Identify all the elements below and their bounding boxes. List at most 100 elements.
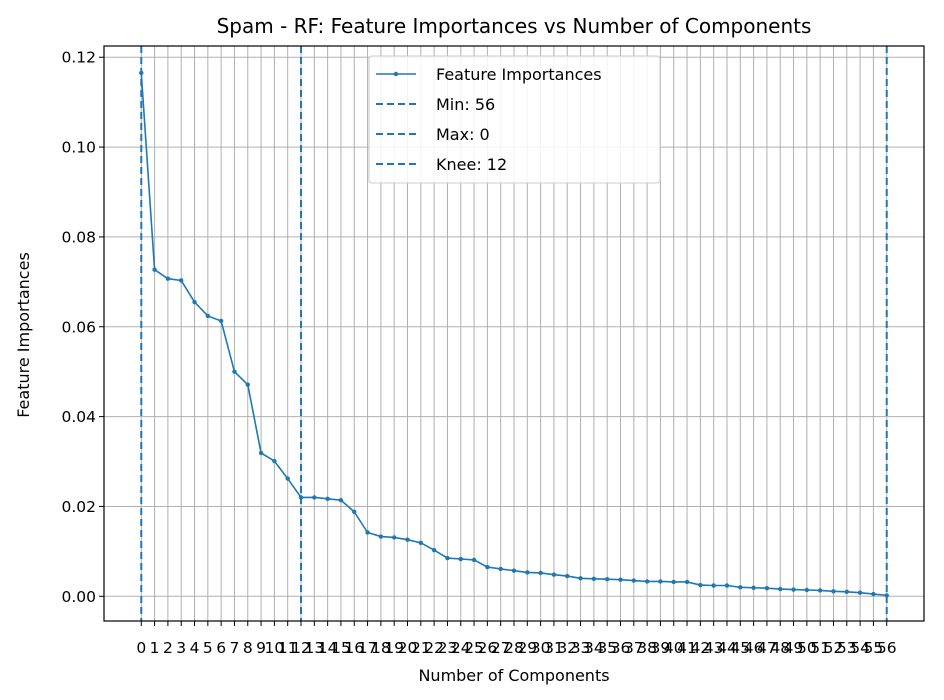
x-tick-label: 42 [690,639,710,657]
x-tick-label: 43 [704,639,724,657]
x-tick-label: 53 [837,639,857,657]
x-tick-label: 29 [517,639,537,657]
data-point [778,586,783,592]
data-point [764,586,770,591]
data-point [458,556,463,562]
data-point [525,570,530,575]
data-point [817,588,823,593]
x-tick-label: 7 [230,639,240,657]
data-point [298,495,304,500]
data-point [671,579,676,585]
x-tick-label: 25 [464,639,484,657]
x-tick-label: 48 [770,639,790,657]
data-point [285,476,290,481]
data-point [551,572,557,577]
data-point [884,593,889,598]
x-tick-label: 39 [651,639,671,657]
legend-entry-label: Min: 56 [436,95,495,114]
data-point [751,585,756,590]
data-point [205,313,211,319]
x-tick-label: 21 [411,639,431,657]
data-point [258,450,264,456]
reference-lines [140,46,888,621]
data-point [325,496,330,502]
x-tick-label: 14 [318,639,338,657]
data-point [804,587,810,593]
legend: Feature Importances Min: 56 Max: 0 Knee: 12 [368,55,661,184]
grid [104,46,924,621]
x-tick-label: 31 [544,639,564,657]
x-tick-label: 18 [371,639,391,657]
x-tick-label: 11 [278,639,298,657]
data-point [352,509,357,515]
chart-title: Spam - RF: Feature Importances vs Number… [217,14,812,38]
data-point [498,566,503,572]
x-tick-label: 10 [265,639,285,657]
legend-box [368,55,661,184]
data-point [165,276,171,281]
y-axis: 0.00 0.02 0.04 0.06 0.08 0.10 0.12 [61,49,104,606]
x-tick-label: 54 [850,639,870,657]
x-tick-label: 32 [557,639,577,657]
data-point [511,568,517,573]
data-point [871,591,876,597]
data-point [631,578,637,583]
data-point [831,589,836,594]
data-point [232,369,237,374]
x-tick-label: 33 [571,639,591,657]
x-tick-label: 9 [256,639,266,657]
x-tick-label: 40 [664,639,684,657]
x-tick-label: 51 [810,639,830,657]
x-tick-label: 15 [331,639,351,657]
data-point [698,582,703,588]
data-point [272,458,277,464]
legend-entry-label: Max: 0 [436,125,490,144]
x-tick-label: 8 [243,639,253,657]
y-tick-label: 0.00 [61,588,96,606]
x-tick-label: 4 [190,639,200,657]
x-tick-label: 52 [824,639,844,657]
data-point [152,267,157,272]
data-point [445,555,450,561]
x-tick-label: 19 [384,639,404,657]
series-layer [139,70,889,598]
data-point [857,590,863,595]
x-tick-label: 24 [451,639,471,657]
y-tick-label: 0.12 [61,49,96,67]
x-tick-label: 34 [584,639,604,657]
x-tick-label: 41 [677,639,697,657]
x-tick-label: 23 [438,639,458,657]
x-tick-label: 27 [491,639,511,657]
data-point [312,495,317,500]
data-point [658,579,663,584]
data-point [711,583,716,588]
x-tick-label: 17 [358,639,378,657]
y-tick-label: 0.06 [61,318,96,336]
data-point [139,70,144,76]
x-tick-label: 38 [637,639,657,657]
data-point [218,318,224,324]
x-tick-label: 5 [203,639,213,657]
data-point [485,564,490,570]
legend-marker [393,71,399,77]
data-point [338,497,344,503]
x-tick-label: 35 [597,639,617,657]
data-point [791,587,796,592]
x-tick-label: 30 [531,639,551,657]
data-point [245,382,250,387]
x-tick-label: 1 [150,639,160,657]
x-tick-label: 12 [291,639,311,657]
x-tick-label: 47 [757,639,777,657]
x-tick-label: 45 [730,639,750,657]
x-tick-label: 20 [398,639,418,657]
x-tick-label: 37 [624,639,644,657]
x-tick-label: 55 [864,639,884,657]
data-point [844,589,849,595]
x-tick-label: 36 [611,639,631,657]
y-tick-label: 0.10 [61,139,96,157]
x-tick-label: 22 [424,639,444,657]
x-tick-label: 2 [163,639,173,657]
data-point [565,573,570,579]
x-tick-label: 26 [478,639,498,657]
